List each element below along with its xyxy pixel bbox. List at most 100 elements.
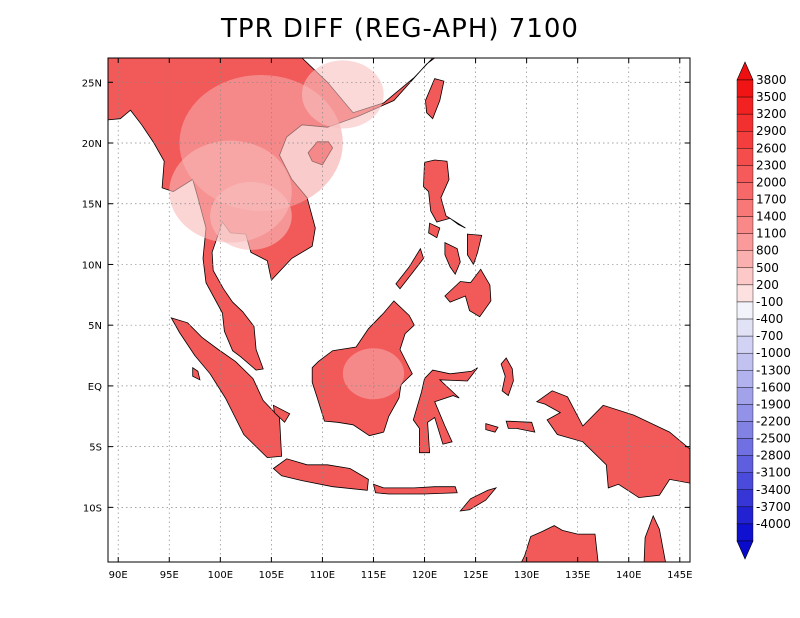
colorbar-swatch (736, 523, 754, 542)
colorbar-label: -700 (756, 329, 783, 343)
colorbar-label: -100 (756, 295, 783, 309)
colorbar-label: -2800 (756, 449, 791, 463)
colorbar-swatch (736, 131, 754, 149)
map-title: TPR DIFF (REG-APH) 7100 (221, 14, 579, 44)
lon-tick-label: 90E (109, 570, 128, 581)
colorbar-label: 3200 (756, 107, 787, 121)
colorbar-top-arrow (736, 61, 754, 81)
colorbar-swatch (736, 370, 754, 388)
map-frame (107, 57, 691, 563)
land-halmahera (500, 357, 514, 397)
land-seram (505, 420, 536, 433)
land-cape-york (643, 514, 666, 562)
colorbar-swatch (736, 455, 754, 473)
colorbar-label: -3100 (756, 466, 791, 480)
lat-tick-label: EQ (88, 382, 102, 393)
colorbar-label: -2500 (756, 432, 791, 446)
lon-tick-label: 110E (310, 570, 335, 581)
colorbar-label: -3400 (756, 483, 791, 497)
lon-tick-label: 105E (259, 570, 284, 581)
colorbar-label: -400 (756, 312, 783, 326)
colorbar-swatch (736, 438, 754, 456)
lon-tick-label: 140E (616, 570, 641, 581)
colorbar-swatch (736, 489, 754, 508)
land-timor (459, 487, 498, 512)
colorbar-swatch (736, 148, 754, 166)
colorbar-swatch (736, 284, 754, 303)
colorbar: 3800 3500 3200 2900 2600 2300 2000 1700 1400 1100… (736, 61, 791, 560)
colorbar-label: 1700 (756, 193, 787, 207)
lon-tick-label: 115E (361, 570, 386, 581)
lat-tick-label: 15N (82, 200, 102, 211)
graticule (108, 58, 690, 562)
colorbar-label: -4000 (756, 517, 791, 531)
land-taiwan (425, 78, 445, 120)
colorbar-swatch (736, 387, 754, 405)
lon-tick-label: 95E (160, 570, 179, 581)
colorbar-label: -3700 (756, 500, 791, 514)
land-luzon (423, 159, 466, 229)
colorbar-label: 800 (756, 244, 779, 258)
land-nias-mentawai (192, 366, 201, 381)
colorbar-label: -1900 (756, 397, 791, 411)
colorbar-swatch (736, 335, 754, 354)
colorbar-swatch (736, 506, 754, 525)
colorbar-swatch (736, 267, 754, 286)
colorbar-swatch (736, 318, 754, 337)
lon-tick-label: 100E (208, 570, 233, 581)
land-bangka (272, 404, 291, 423)
lon-tick-label: 145E (667, 570, 692, 581)
colorbar-label: -1300 (756, 363, 791, 377)
land-sumatra (170, 317, 283, 459)
colorbar-label: -1600 (756, 380, 791, 394)
lat-tick-label: 10S (83, 503, 102, 514)
land-palawan (395, 247, 424, 290)
colorbar-swatch (736, 199, 754, 217)
colorbar-swatch (736, 113, 754, 132)
longitude-ticks: 90E 95E 100E 105E 110E 115E 120E 125E 130E 135E 14… (109, 58, 692, 581)
land-lesser-sunda (372, 483, 458, 495)
lon-tick-label: 135E (565, 570, 590, 581)
colorbar-label: 500 (756, 261, 779, 275)
colorbar-swatch (736, 301, 754, 320)
lat-tick-label: 5N (88, 321, 102, 332)
colorbar-label: 1100 (756, 227, 787, 241)
colorbar-label: 2000 (756, 175, 787, 189)
value-patch (210, 181, 292, 250)
land-seram-buru (485, 423, 499, 433)
land-sulawesi (412, 367, 478, 454)
lon-tick-label: 120E (412, 570, 437, 581)
land-australia-north (521, 525, 599, 562)
colorbar-swatch (736, 182, 754, 200)
colorbar-swatch (736, 421, 754, 439)
colorbar-swatch (736, 404, 754, 422)
colorbar-label: 200 (756, 278, 779, 292)
lat-tick-label: 20N (82, 139, 102, 150)
land-java (272, 458, 369, 491)
lon-tick-label: 130E (514, 570, 539, 581)
colorbar-swatch (736, 472, 754, 490)
value-patch (302, 60, 384, 129)
lat-tick-label: 10N (82, 260, 102, 271)
colorbar-label: 2300 (756, 158, 787, 172)
land-mindanao (444, 268, 492, 318)
colorbar-swatch (736, 352, 754, 371)
colorbar-label: -2200 (756, 414, 791, 428)
colorbar-label: -1000 (756, 346, 791, 360)
colorbar-swatch (736, 250, 754, 269)
lat-tick-label: 5S (89, 443, 102, 454)
colorbar-swatch (736, 79, 754, 98)
colorbar-label: 1400 (756, 210, 787, 224)
colorbar-swatch (736, 216, 754, 234)
colorbar-label: 2900 (756, 124, 787, 138)
colorbar-swatch (736, 233, 754, 251)
land-panay-negros (444, 241, 461, 276)
colorbar-swatch (736, 96, 754, 115)
colorbar-label: 3500 (756, 90, 787, 104)
colorbar-label: 2600 (756, 141, 787, 155)
colorbar-label: 3800 (756, 73, 787, 87)
land-samar-leyte (467, 233, 483, 266)
land-mindoro-visayas (428, 222, 441, 239)
colorbar-swatch (736, 165, 754, 183)
